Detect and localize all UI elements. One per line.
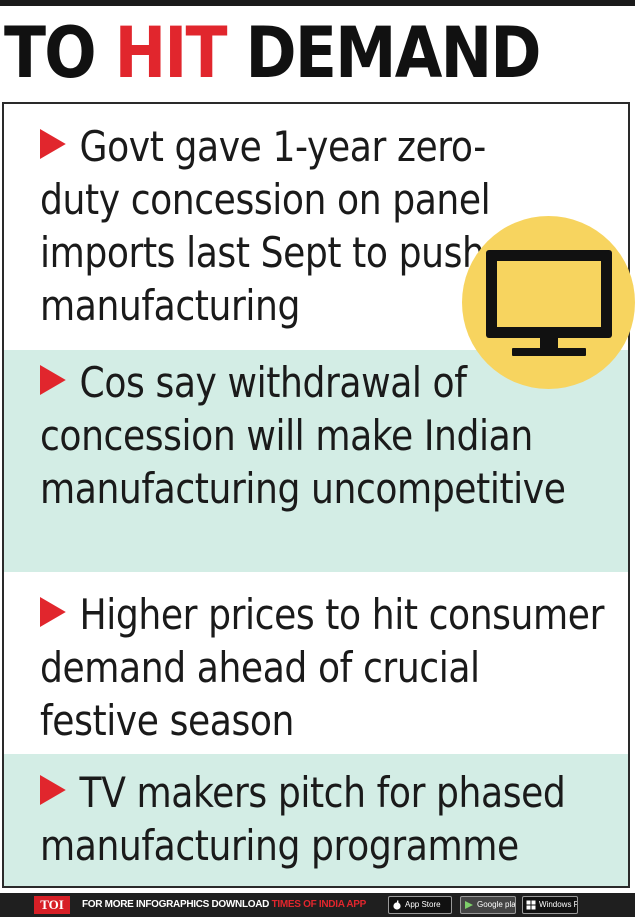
windows-icon: [526, 900, 536, 910]
app-store-label: App Store: [405, 900, 441, 909]
point-row-3: Higher prices to hit consumer demand ahe…: [4, 572, 628, 754]
app-store-badge[interactable]: App Store: [388, 896, 452, 914]
point-text-3: Higher prices to hit consumer demand ahe…: [40, 590, 604, 745]
title-part-2: HIT: [114, 12, 228, 94]
bullet-arrow-icon: [40, 775, 66, 805]
top-rule: [0, 0, 635, 6]
play-store-icon: [465, 901, 473, 909]
point-row-4: TV makers pitch for phased manufacturing…: [4, 754, 628, 886]
google-play-label: Google play: [477, 900, 516, 909]
toi-logo: TOI: [34, 896, 70, 914]
point-text-2: Cos say withdrawal of concession will ma…: [40, 358, 566, 513]
footer-app-name: TIMES OF INDIA APP: [271, 899, 367, 910]
google-play-badge[interactable]: Google play: [460, 896, 516, 914]
point-row-2: Cos say withdrawal of concession will ma…: [4, 350, 628, 572]
footer-text: FOR MORE INFOGRAPHICS DOWNLOAD TIMES OF …: [82, 893, 366, 917]
point-row-1: Govt gave 1-year zero-duty concession on…: [4, 104, 628, 350]
point-text-1: Govt gave 1-year zero-duty concession on…: [40, 122, 491, 330]
title-part-3: DEMAND: [225, 12, 541, 94]
footer-bar: TOI FOR MORE INFOGRAPHICS DOWNLOAD TIMES…: [0, 893, 635, 917]
title-part-1: TO: [4, 12, 115, 94]
bullet-arrow-icon: [40, 597, 66, 627]
footer-text-prefix: FOR MORE INFOGRAPHICS DOWNLOAD: [82, 899, 272, 910]
windows-phone-label: Windows Phone: [539, 900, 577, 909]
tv-badge: [462, 216, 635, 389]
tv-monitor-icon: [486, 250, 612, 356]
bullet-arrow-icon: [40, 365, 66, 395]
page-title: TO HIT DEMAND: [4, 10, 556, 96]
point-text-4: TV makers pitch for phased manufacturing…: [40, 768, 566, 870]
windows-phone-badge[interactable]: Windows Phone: [522, 896, 578, 914]
apple-icon: [393, 900, 401, 910]
bullet-arrow-icon: [40, 129, 66, 159]
